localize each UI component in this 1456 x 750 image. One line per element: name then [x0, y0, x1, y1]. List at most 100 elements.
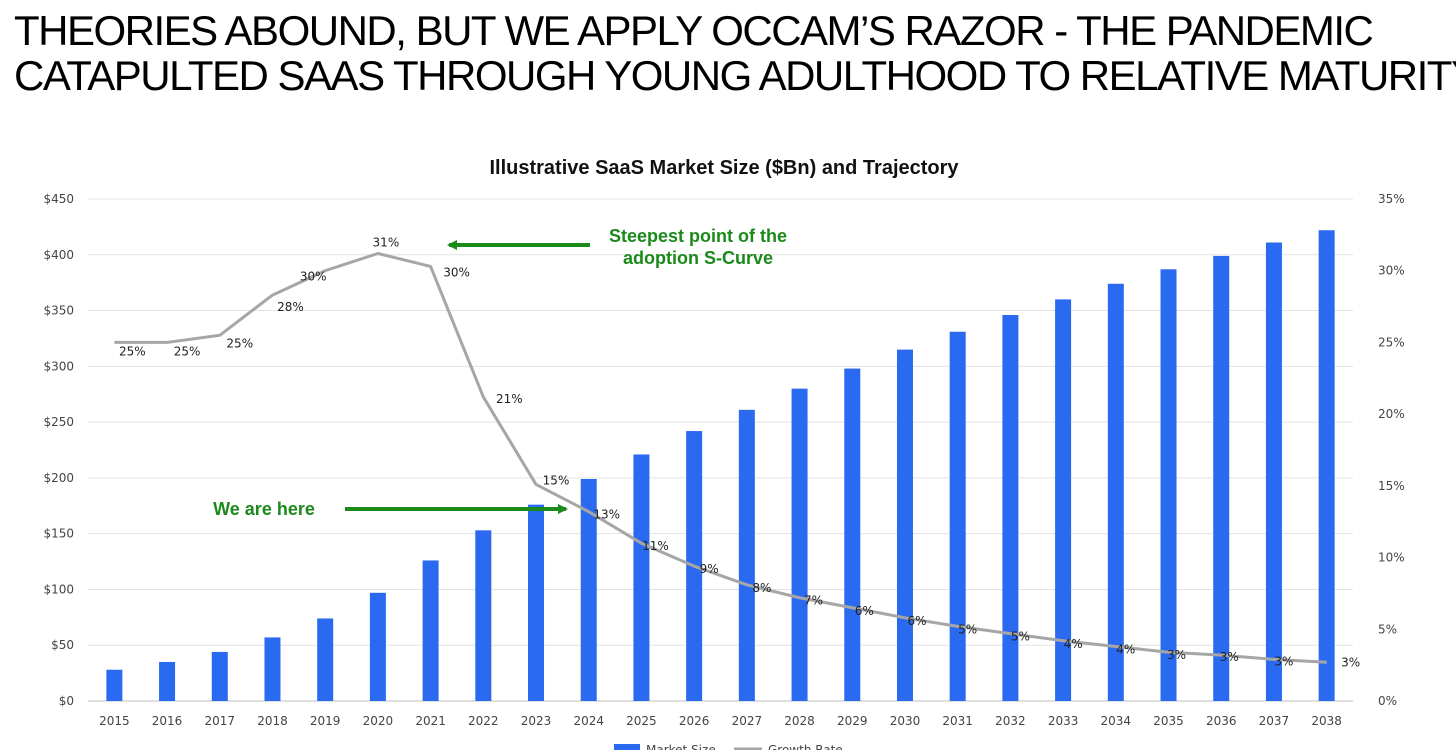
- legend-label-growth-rate: Growth Rate: [768, 743, 843, 750]
- x-tick-label: 2015: [99, 714, 130, 728]
- growth-rate-label: 31%: [373, 236, 400, 250]
- growth-rate-label: 15%: [543, 473, 570, 487]
- x-tick-label: 2032: [995, 714, 1026, 728]
- bar: [1107, 283, 1124, 701]
- y-right-tick-label: 25%: [1378, 335, 1405, 349]
- x-tick-label: 2023: [521, 714, 552, 728]
- line-series: 25% 25% 25% 28% 30% 31% 30% 21% 15% 13% 11% 9% 8% 7% 6…: [114, 236, 1360, 669]
- growth-rate-label: 28%: [277, 300, 304, 314]
- headline-line-1: THEORIES ABOUND, BUT WE APPLY OCCAM’S RA…: [14, 7, 1374, 54]
- bar: [369, 592, 386, 701]
- y-left-tick-label: $200: [43, 471, 74, 485]
- y-left-tick-label: $0: [59, 694, 74, 708]
- bar: [1055, 299, 1072, 701]
- growth-rate-label: 30%: [300, 270, 327, 284]
- bar: [475, 530, 492, 701]
- growth-rate-label: 3%: [1341, 655, 1360, 669]
- bar: [528, 504, 545, 701]
- x-tick-label: 2035: [1153, 714, 1184, 728]
- x-tick-label: 2019: [310, 714, 341, 728]
- x-tick-label: 2033: [1048, 714, 1079, 728]
- y-right-tick-label: 30%: [1378, 264, 1405, 278]
- y-right-tick-label: 35%: [1378, 192, 1405, 206]
- growth-rate-label: 21%: [496, 392, 523, 406]
- y-left-tick-label: $250: [43, 415, 74, 429]
- bar: [844, 368, 861, 701]
- growth-rate-line: [114, 252, 1327, 664]
- y-left-tick-label: $350: [43, 304, 74, 318]
- y-left-tick-label: $150: [43, 527, 74, 541]
- x-tick-label: 2030: [890, 714, 921, 728]
- x-tick-label: 2034: [1101, 714, 1132, 728]
- bar: [1002, 315, 1019, 701]
- bar: [317, 618, 334, 701]
- growth-rate-label: 5%: [1011, 630, 1030, 644]
- growth-rate-label: 25%: [119, 344, 146, 358]
- headline-line-2: CATAPULTED SAAS THROUGH YOUNG ADULTHOOD …: [14, 52, 1456, 99]
- x-tick-label: 2017: [204, 714, 235, 728]
- gridlines: [88, 198, 1353, 702]
- x-tick-label: 2036: [1206, 714, 1237, 728]
- legend-label-market-size: Market Size: [646, 743, 716, 750]
- x-tick-label: 2038: [1311, 714, 1342, 728]
- x-tick-label: 2018: [257, 714, 288, 728]
- growth-rate-label: 5%: [958, 622, 977, 636]
- headline: THEORIES ABOUND, BUT WE APPLY OCCAM’S RA…: [14, 7, 1456, 99]
- bar: [211, 651, 228, 701]
- annotation-steepest-line-1: Steepest point of the: [609, 226, 787, 246]
- annotation-we-are-here: We are here: [213, 499, 315, 519]
- legend: Market Size Growth Rate: [614, 743, 843, 750]
- growth-rate-label: 3%: [1220, 650, 1239, 664]
- y-right-tick-label: 5%: [1378, 622, 1397, 636]
- bar: [791, 388, 808, 701]
- growth-rate-label: 8%: [752, 581, 771, 595]
- growth-rate-label: 6%: [855, 604, 874, 618]
- y-left-tick-label: $450: [43, 192, 74, 206]
- x-tick-label: 2029: [837, 714, 868, 728]
- growth-rate-label: 11%: [642, 539, 669, 553]
- bar: [633, 454, 650, 701]
- x-tick-label: 2028: [784, 714, 815, 728]
- y-left-tick-label: $100: [43, 582, 74, 596]
- bar: [1160, 269, 1177, 701]
- y-right-tick-label: 10%: [1378, 551, 1405, 565]
- y-left-tick-label: $50: [51, 638, 74, 652]
- x-tick-label: 2025: [626, 714, 657, 728]
- bar: [738, 409, 755, 701]
- bar: [106, 669, 123, 701]
- axes: $0 $50 $100 $150 $200 $250 $300 $350 $400 $450 0% 5…: [43, 192, 1404, 728]
- x-tick-label: 2021: [415, 714, 446, 728]
- x-tick-label: 2026: [679, 714, 710, 728]
- x-tick-label: 2031: [942, 714, 973, 728]
- bar: [1213, 255, 1230, 702]
- bar: [580, 479, 597, 701]
- bar: [264, 637, 281, 701]
- growth-rate-label: 3%: [1274, 654, 1293, 668]
- growth-rate-label: 9%: [700, 562, 719, 576]
- x-tick-label: 2024: [573, 714, 604, 728]
- bar: [422, 560, 439, 701]
- growth-rate-label: 4%: [1064, 637, 1083, 651]
- annotation-steepest-line-2: adoption S-Curve: [623, 248, 773, 268]
- y-right-tick-label: 15%: [1378, 479, 1405, 493]
- growth-rate-label: 25%: [226, 336, 253, 350]
- y-right-tick-label: 0%: [1378, 694, 1397, 708]
- bar: [1265, 242, 1282, 702]
- bar-series: [106, 230, 1335, 702]
- growth-rate-label: 7%: [804, 594, 823, 608]
- growth-rate-label: 4%: [1116, 642, 1135, 656]
- bar: [1318, 230, 1335, 702]
- x-tick-label: 2016: [152, 714, 183, 728]
- y-left-tick-label: $400: [43, 248, 74, 262]
- growth-rate-label: 6%: [907, 614, 926, 628]
- y-right-tick-label: 20%: [1378, 407, 1405, 421]
- bar: [896, 349, 913, 701]
- x-tick-label: 2037: [1259, 714, 1290, 728]
- chart-title: Illustrative SaaS Market Size ($Bn) and …: [489, 157, 959, 179]
- y-left-tick-label: $300: [43, 359, 74, 373]
- x-tick-label: 2022: [468, 714, 499, 728]
- growth-rate-label: 25%: [174, 344, 201, 358]
- bar: [159, 661, 176, 701]
